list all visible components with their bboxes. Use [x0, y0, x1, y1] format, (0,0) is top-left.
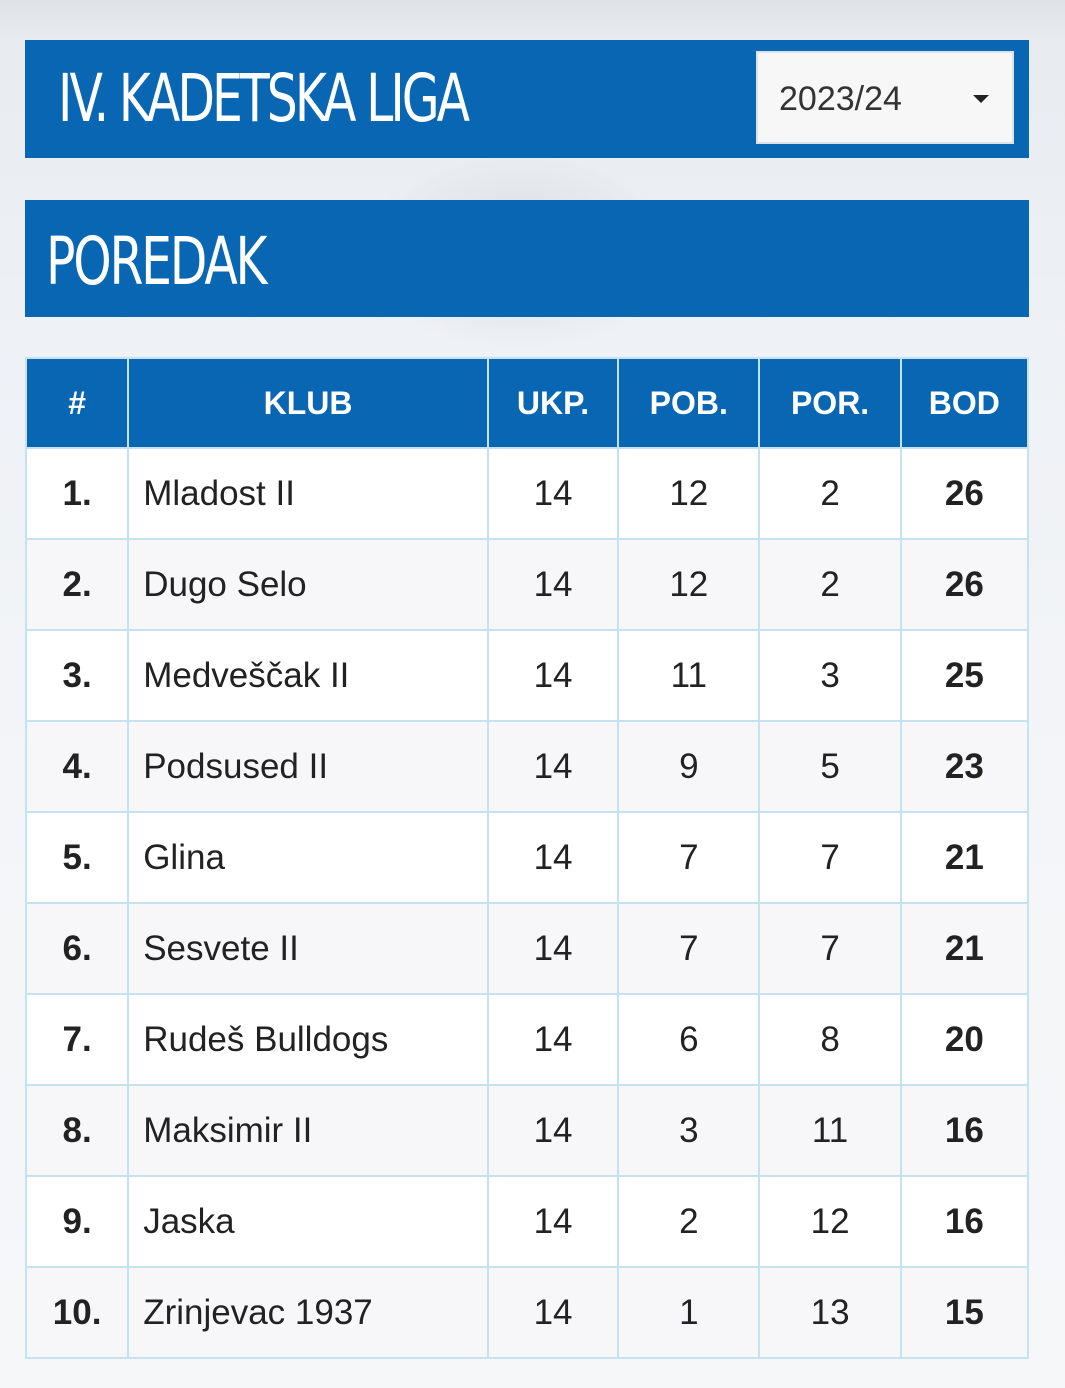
- points-cell: 16: [899, 1175, 1030, 1268]
- points-cell: 20: [899, 993, 1030, 1086]
- rank-cell: 8.: [24, 1084, 130, 1177]
- wins-cell: 12: [617, 447, 761, 540]
- wins-cell: 2: [617, 1175, 761, 1268]
- club-cell: Rudeš Bulldogs: [127, 993, 489, 1086]
- losses-cell: 8: [758, 993, 902, 1086]
- club-cell: Sesvete II: [127, 902, 489, 995]
- points-cell: 26: [899, 538, 1030, 631]
- league-header: IV. KADETSKA LIGA 2023/24: [25, 40, 1029, 158]
- points-cell: 21: [899, 811, 1030, 904]
- losses-cell: 2: [758, 447, 902, 540]
- club-cell: Medveščak II: [127, 629, 489, 722]
- points-cell: 15: [899, 1266, 1030, 1359]
- wins-cell: 3: [617, 1084, 761, 1177]
- losses-cell: 7: [758, 811, 902, 904]
- column-header-club: KLUB: [127, 357, 489, 449]
- standings-table: # KLUB UKP. POB. POR. BOD 1. Mladost II …: [24, 357, 1030, 1359]
- points-cell: 16: [899, 1084, 1030, 1177]
- wins-cell: 7: [617, 811, 761, 904]
- club-cell: Mladost II: [127, 447, 489, 540]
- played-cell: 14: [486, 1266, 620, 1359]
- caret-down-icon: [973, 95, 989, 103]
- club-cell: Podsused II: [127, 720, 489, 813]
- rank-cell: 3.: [24, 629, 130, 722]
- column-header-points: BOD: [899, 357, 1030, 449]
- rank-cell: 2.: [24, 538, 130, 631]
- table-row: 5. Glina 14 7 7 21: [24, 811, 1030, 904]
- club-cell: Maksimir II: [127, 1084, 489, 1177]
- played-cell: 14: [486, 1084, 620, 1177]
- rank-cell: 7.: [24, 993, 130, 1086]
- losses-cell: 13: [758, 1266, 902, 1359]
- rank-cell: 10.: [24, 1266, 130, 1359]
- points-cell: 21: [899, 902, 1030, 995]
- table-row: 3. Medveščak II 14 11 3 25: [24, 629, 1030, 722]
- points-cell: 26: [899, 447, 1030, 540]
- table-row: 8. Maksimir II 14 3 11 16: [24, 1084, 1030, 1177]
- season-selected-value: 2023/24: [779, 80, 902, 118]
- table-row: 7. Rudeš Bulldogs 14 6 8 20: [24, 993, 1030, 1086]
- club-cell: Dugo Selo: [127, 538, 489, 631]
- played-cell: 14: [486, 811, 620, 904]
- table-row: 2. Dugo Selo 14 12 2 26: [24, 538, 1030, 631]
- wins-cell: 6: [617, 993, 761, 1086]
- played-cell: 14: [486, 993, 620, 1086]
- wins-cell: 7: [617, 902, 761, 995]
- played-cell: 14: [486, 447, 620, 540]
- rank-cell: 9.: [24, 1175, 130, 1268]
- season-dropdown[interactable]: 2023/24: [756, 51, 1014, 144]
- wins-cell: 1: [617, 1266, 761, 1359]
- rank-cell: 1.: [24, 447, 130, 540]
- table-row: 9. Jaska 14 2 12 16: [24, 1175, 1030, 1268]
- wins-cell: 9: [617, 720, 761, 813]
- played-cell: 14: [486, 902, 620, 995]
- played-cell: 14: [486, 1175, 620, 1268]
- table-row: 10. Zrinjevac 1937 14 1 13 15: [24, 1266, 1030, 1359]
- points-cell: 23: [899, 720, 1030, 813]
- rank-cell: 5.: [24, 811, 130, 904]
- standings-header: POREDAK: [25, 200, 1029, 317]
- column-header-played: UKP.: [486, 357, 620, 449]
- losses-cell: 2: [758, 538, 902, 631]
- rank-cell: 6.: [24, 902, 130, 995]
- column-header-losses: POR.: [758, 357, 902, 449]
- losses-cell: 12: [758, 1175, 902, 1268]
- table-header-row: # KLUB UKP. POB. POR. BOD: [24, 357, 1030, 449]
- club-cell: Zrinjevac 1937: [127, 1266, 489, 1359]
- column-header-rank: #: [24, 357, 130, 449]
- club-cell: Jaska: [127, 1175, 489, 1268]
- column-header-wins: POB.: [617, 357, 761, 449]
- losses-cell: 3: [758, 629, 902, 722]
- wins-cell: 11: [617, 629, 761, 722]
- points-cell: 25: [899, 629, 1030, 722]
- league-title: IV. KADETSKA LIGA: [58, 60, 470, 137]
- table-row: 6. Sesvete II 14 7 7 21: [24, 902, 1030, 995]
- standings-title: POREDAK: [46, 223, 268, 300]
- played-cell: 14: [486, 720, 620, 813]
- wins-cell: 12: [617, 538, 761, 631]
- losses-cell: 7: [758, 902, 902, 995]
- background-top-shade: [0, 0, 1065, 40]
- played-cell: 14: [486, 538, 620, 631]
- losses-cell: 11: [758, 1084, 902, 1177]
- played-cell: 14: [486, 629, 620, 722]
- rank-cell: 4.: [24, 720, 130, 813]
- losses-cell: 5: [758, 720, 902, 813]
- club-cell: Glina: [127, 811, 489, 904]
- table-row: 1. Mladost II 14 12 2 26: [24, 447, 1030, 540]
- table-row: 4. Podsused II 14 9 5 23: [24, 720, 1030, 813]
